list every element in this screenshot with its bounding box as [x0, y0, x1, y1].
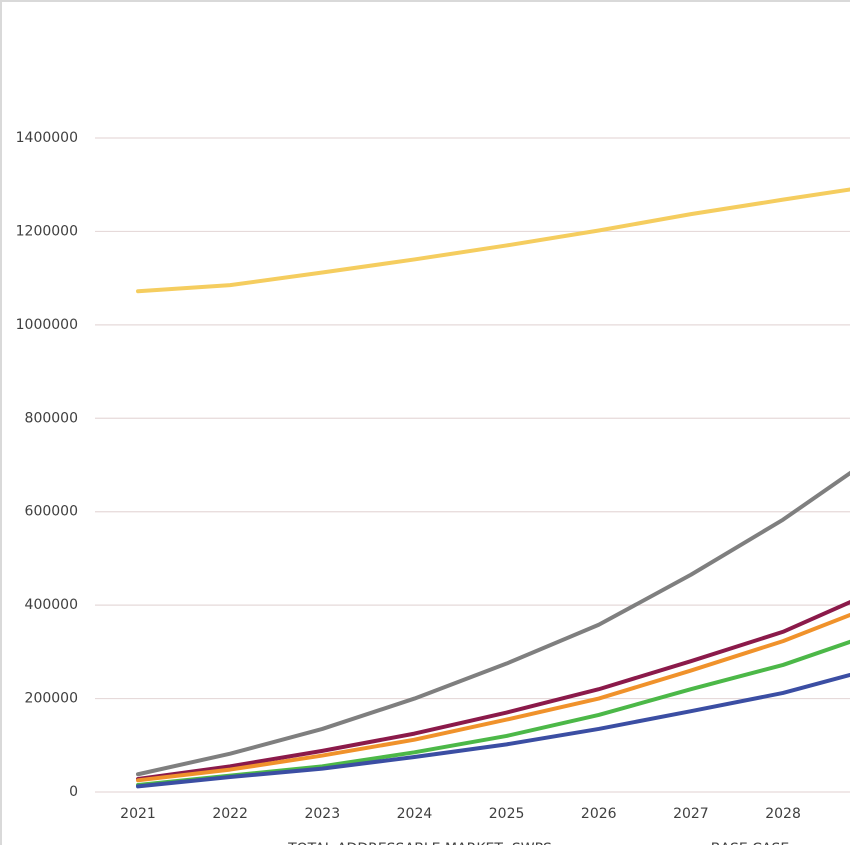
y-tick-label: 1400000 [16, 130, 78, 146]
legend-label: TOTAL ADDRESSABLE MARKET, SWPS [287, 841, 552, 845]
series-line [136, 600, 850, 781]
x-tick-label: 2021 [120, 806, 156, 822]
legend-label: BASE CASE [711, 841, 789, 845]
y-tick-label: 400000 [25, 597, 78, 613]
y-tick-label: 1200000 [16, 223, 78, 239]
x-tick-label: 2022 [212, 806, 248, 822]
y-tick-label: 800000 [25, 410, 78, 426]
y-tick-label: 0 [69, 784, 78, 800]
series-line [136, 612, 850, 783]
series-line [136, 187, 850, 294]
y-tick-label: 1000000 [16, 317, 78, 333]
x-tick-label: 2026 [581, 806, 617, 822]
x-tick-label: 2024 [397, 806, 433, 822]
y-tick-label: 200000 [25, 691, 78, 707]
x-tick-label: 2023 [304, 806, 340, 822]
series-line [136, 470, 850, 777]
y-tick-label: 600000 [25, 504, 78, 520]
series-line [136, 672, 850, 789]
x-tick-label: 2025 [489, 806, 525, 822]
x-tick-label: 2028 [765, 806, 801, 822]
x-tick-label: 2027 [673, 806, 709, 822]
